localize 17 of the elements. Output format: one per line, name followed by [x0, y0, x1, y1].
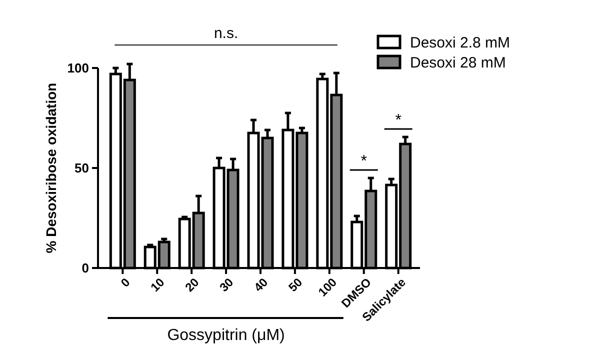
x-tick-label: 0	[118, 274, 133, 290]
y-axis-title: % Desoxiribose oxidation	[43, 82, 59, 254]
y-tick-label: 100	[67, 60, 89, 76]
x-tick-label: 30	[216, 274, 236, 295]
x-tick-label: 20	[182, 274, 202, 295]
y-tick-label: 50	[74, 160, 89, 176]
x-tick-label: 40	[251, 274, 271, 295]
x-tick-label: 50	[286, 274, 306, 295]
legend-label: Desoxi 2.8 mM	[410, 34, 510, 52]
legend-label: Desoxi 28 mM	[410, 54, 506, 72]
text: n.s.	[214, 25, 238, 42]
x-tick-label: 100	[315, 274, 340, 300]
x-tick-label: 10	[148, 274, 168, 295]
annotation: *	[395, 112, 402, 129]
annotation: *	[360, 153, 367, 170]
y-tick-label: 0	[82, 260, 89, 276]
x-axis-title: Gossypitrin (μM)	[167, 327, 285, 344]
